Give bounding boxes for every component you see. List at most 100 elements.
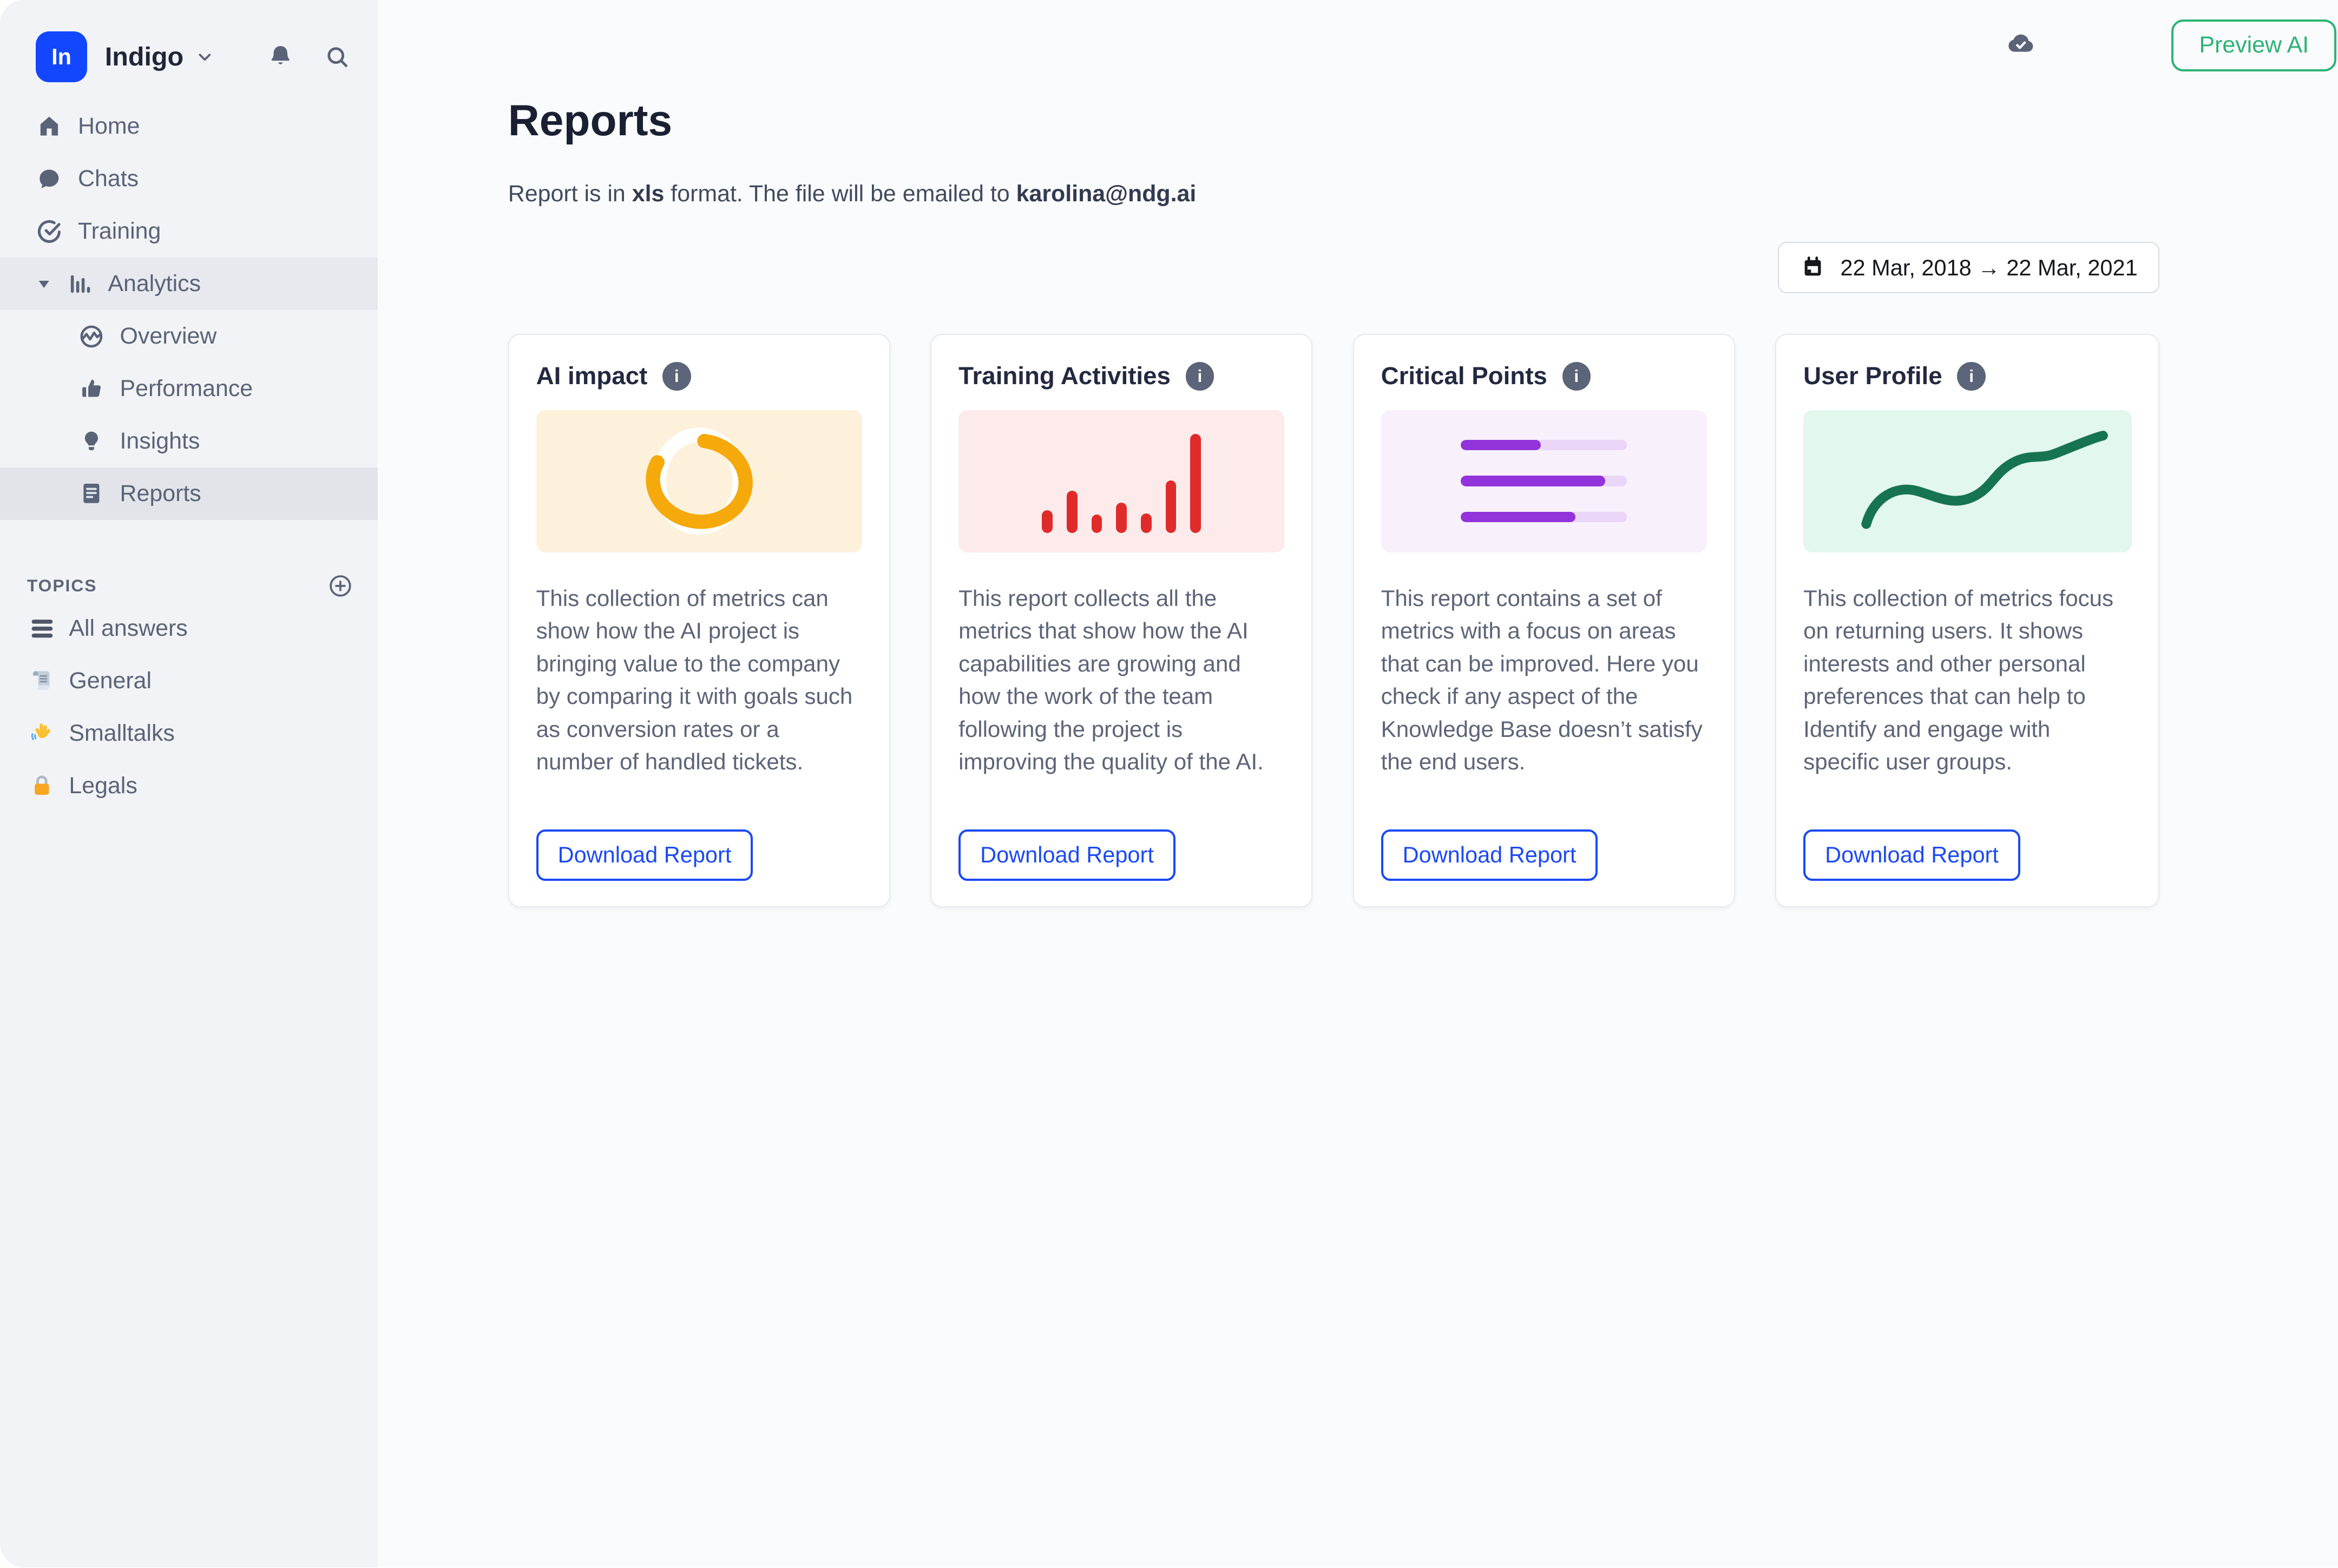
subtitle-email: karolina@ndg.ai <box>1016 180 1197 207</box>
topics-title: TOPICS <box>27 576 97 596</box>
search-icon[interactable] <box>321 41 354 74</box>
topics-header: TOPICS <box>0 569 378 602</box>
card-title: User Profile <box>1803 362 1942 390</box>
brand-name: Indigo <box>104 42 184 72</box>
topic-item-label: Legals <box>69 772 137 799</box>
page-title: Reports <box>508 96 673 146</box>
bar-chart-icon <box>66 271 93 298</box>
bar <box>1067 491 1078 533</box>
download-report-button[interactable]: Download Report <box>536 829 753 881</box>
chevron-down-icon[interactable] <box>194 47 215 68</box>
list-icon <box>27 614 57 643</box>
brand-logo[interactable]: In <box>36 31 87 83</box>
sidebar-item-performance[interactable]: Performance <box>0 363 378 415</box>
sidebar-item-chats[interactable]: Chats <box>0 153 378 205</box>
date-row: 22 Mar, 2018 → 22 Mar, 2021 <box>508 242 2160 294</box>
card-description: This collection of metrics can show how … <box>536 585 853 774</box>
brand-logo-text: In <box>51 44 71 70</box>
lock-icon <box>27 771 57 801</box>
card-header: AI impact i <box>536 361 862 391</box>
sidebar-item-label: Overview <box>120 323 217 350</box>
progress-track <box>1460 476 1627 486</box>
progress-fill <box>1460 476 1606 486</box>
card-user-profile: User Profile i This collection of metric… <box>1775 334 2160 907</box>
card-ai-impact: AI impact i This collection of metrics c… <box>508 334 890 907</box>
progress-track <box>1460 439 1627 451</box>
report-document-icon <box>78 480 105 507</box>
sidebar-item-label: Home <box>77 113 140 140</box>
card-title: Training Activities <box>958 362 1171 390</box>
card-title: AI impact <box>536 362 648 390</box>
sidebar-item-label: Reports <box>120 480 201 506</box>
bar <box>1190 433 1201 533</box>
topic-item-label: Smalltalks <box>69 720 175 746</box>
card-training-activities: Training Activities i This report collec… <box>930 334 1313 907</box>
date-range-picker[interactable]: 22 Mar, 2018 → 22 Mar, 2021 <box>1777 242 2160 294</box>
card-header: Training Activities i <box>958 361 1284 391</box>
scroll-icon <box>27 666 57 696</box>
progress-lines-illustration <box>1381 410 1707 552</box>
sidebar-item-analytics[interactable]: Analytics <box>0 258 378 311</box>
topic-item-general[interactable]: General <box>0 655 378 707</box>
waving-hand-icon <box>27 719 57 748</box>
sidebar: In Indigo Home Chats <box>0 0 378 1567</box>
bell-icon[interactable] <box>264 41 297 74</box>
card-title: Critical Points <box>1381 362 1547 390</box>
sidebar-item-label: Training <box>77 218 161 245</box>
topic-item-label: All answers <box>69 615 188 642</box>
donut-illustration <box>536 410 862 552</box>
bar <box>1042 510 1053 533</box>
preview-ai-button[interactable]: Preview AI <box>2171 19 2337 71</box>
sidebar-item-training[interactable]: Training <box>0 205 378 258</box>
sidebar-item-label: Chats <box>77 166 139 192</box>
info-icon[interactable]: i <box>662 361 691 391</box>
triangle-down-icon[interactable] <box>36 276 54 292</box>
main-content: Preview AI Reports Report is in xls form… <box>378 0 2338 1567</box>
activity-circle-icon <box>78 323 105 350</box>
card-description: This report contains a set of metrics wi… <box>1381 585 1703 774</box>
download-report-button[interactable]: Download Report <box>958 829 1175 881</box>
topic-item-smalltalks[interactable]: Smalltalks <box>0 707 378 760</box>
wavy-line-illustration <box>1803 410 2132 552</box>
bar <box>1141 513 1152 533</box>
sidebar-item-reports[interactable]: Reports <box>0 467 378 520</box>
card-critical-points: Critical Points i This report contains a… <box>1352 334 1735 907</box>
sidebar-item-insights[interactable]: Insights <box>0 415 378 467</box>
check-circle-icon <box>36 218 63 245</box>
sidebar-item-label: Insights <box>120 427 200 454</box>
bar <box>1165 480 1177 533</box>
sidebar-nav: Home Chats Training Analytics <box>0 101 378 520</box>
subtitle-middle: format. The file will be emailed to <box>664 180 1016 207</box>
card-description: This report collects all the metrics tha… <box>958 585 1264 774</box>
download-report-button[interactable]: Download Report <box>1803 829 2020 881</box>
plus-circle-icon[interactable] <box>327 572 354 599</box>
calendar-icon <box>1800 255 1825 280</box>
sidebar-item-label: Analytics <box>108 271 201 297</box>
sidebar-item-label: Performance <box>120 375 253 402</box>
download-report-button[interactable]: Download Report <box>1381 829 1598 881</box>
card-header: Critical Points i <box>1381 361 1707 391</box>
home-icon <box>36 113 63 140</box>
info-icon[interactable]: i <box>1185 361 1214 391</box>
report-cards: AI impact i This collection of metrics c… <box>508 334 2160 907</box>
bars-illustration <box>958 410 1285 552</box>
topic-item-label: General <box>69 668 152 694</box>
sidebar-item-overview[interactable]: Overview <box>0 310 378 363</box>
topic-item-all-answers[interactable]: All answers <box>0 602 378 655</box>
info-icon[interactable]: i <box>1957 361 1986 391</box>
bar <box>1091 515 1102 533</box>
info-icon[interactable]: i <box>1562 361 1591 391</box>
progress-track <box>1460 511 1627 523</box>
card-description: This collection of metrics focus on retu… <box>1803 585 2114 774</box>
sidebar-item-home[interactable]: Home <box>0 101 378 153</box>
topic-item-legals[interactable]: Legals <box>0 760 378 812</box>
chat-bubble-icon <box>36 166 63 193</box>
card-header: User Profile i <box>1803 361 2131 391</box>
subtitle-prefix: Report is in <box>508 180 632 207</box>
date-range-value: 22 Mar, 2018 → 22 Mar, 2021 <box>1840 254 2138 280</box>
sidebar-header: In Indigo <box>0 0 378 83</box>
subtitle-format: xls <box>632 180 665 207</box>
progress-fill <box>1460 511 1576 523</box>
cloud-check-icon <box>2005 29 2037 66</box>
progress-fill <box>1460 439 1541 451</box>
